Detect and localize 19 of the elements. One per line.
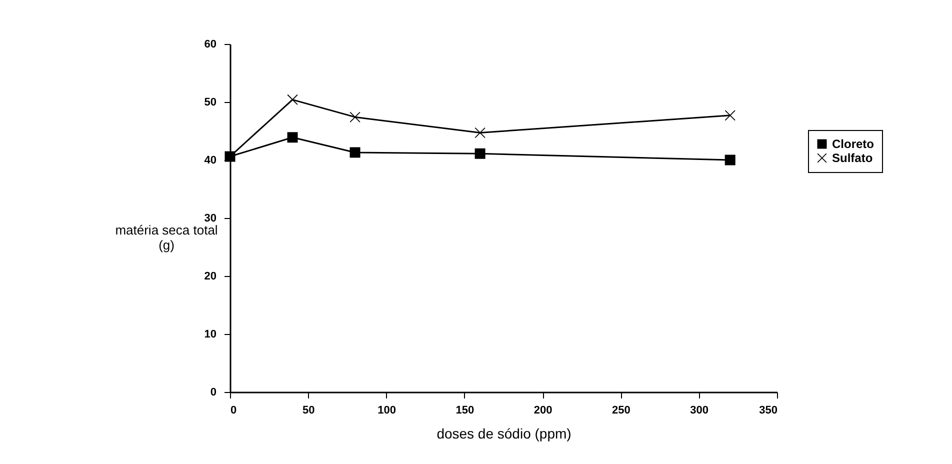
x-tick-label: 150 (456, 404, 474, 416)
x-tick-label: 350 (759, 404, 778, 416)
y-tick-label: 10 (204, 328, 216, 340)
y-tick-label: 30 (204, 212, 216, 224)
x-tick-label: 250 (612, 404, 630, 416)
x-tick-label: 0 (230, 404, 237, 416)
y-axis-title: matéria seca total (g) (115, 222, 218, 252)
y-tick-label: 40 (204, 154, 216, 166)
y-tick-label: 50 (204, 96, 216, 108)
x-axis-title: doses de sódio (ppm) (436, 426, 572, 442)
y-tick-label: 0 (210, 386, 216, 398)
x-tick-label: 300 (690, 404, 709, 416)
x-tick-label: 200 (534, 404, 552, 416)
y-tick-label: 60 (204, 38, 216, 50)
y-tick-label: 20 (204, 270, 216, 282)
x-tick-label: 100 (378, 404, 396, 416)
legend-label: Cloreto (832, 137, 874, 151)
x-tick-label: 50 (302, 404, 315, 416)
legend-label: Sulfato (832, 151, 873, 165)
